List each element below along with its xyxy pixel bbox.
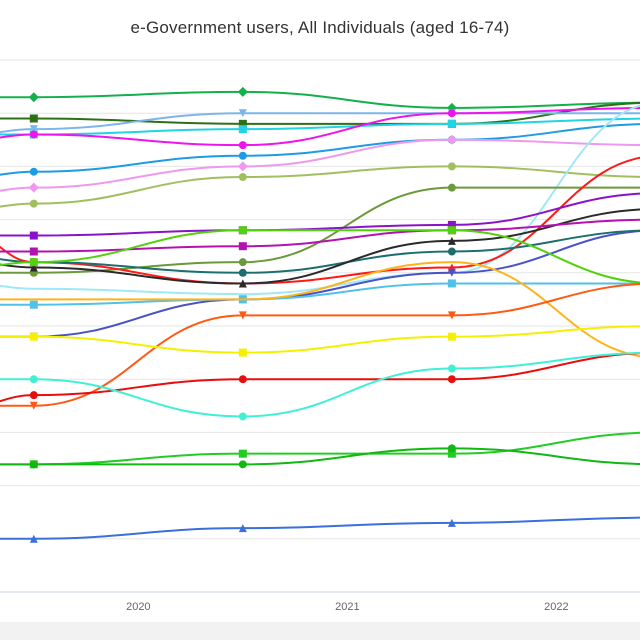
data-point[interactable]: [447, 364, 456, 373]
data-point[interactable]: [238, 412, 247, 421]
data-point[interactable]: [238, 460, 247, 469]
data-point[interactable]: [447, 220, 456, 229]
series-group: [0, 86, 640, 543]
data-point[interactable]: [29, 231, 38, 240]
data-point[interactable]: [29, 460, 38, 469]
data-point[interactable]: [447, 268, 456, 277]
data-point[interactable]: [446, 134, 457, 145]
x-axis: 2020 2021 2022: [0, 591, 640, 640]
data-point[interactable]: [447, 226, 456, 235]
series-5: [0, 106, 640, 150]
series-line[interactable]: [0, 103, 640, 296]
data-point[interactable]: [447, 332, 456, 341]
chart-title: e-Government users, All Individuals (age…: [130, 18, 510, 37]
data-point[interactable]: [238, 119, 247, 128]
series-line[interactable]: [0, 90, 640, 109]
series-15: [0, 208, 640, 288]
data-point[interactable]: [29, 167, 38, 176]
navigator-strip: [0, 622, 640, 640]
data-point[interactable]: [29, 332, 38, 341]
series-24: [0, 431, 640, 469]
data-point[interactable]: [238, 348, 247, 357]
data-point[interactable]: [29, 258, 38, 267]
grid-lines: [0, 59, 640, 593]
data-point[interactable]: [447, 449, 456, 458]
data-point[interactable]: [447, 444, 456, 453]
data-point[interactable]: [238, 524, 247, 533]
data-point[interactable]: [238, 279, 247, 288]
series-16: [0, 218, 640, 256]
series-19: [0, 261, 640, 358]
series-line[interactable]: [0, 261, 640, 358]
data-point[interactable]: [29, 401, 38, 410]
series-23: [0, 351, 640, 421]
series-13: [0, 230, 640, 341]
data-point[interactable]: [29, 300, 38, 309]
data-point[interactable]: [29, 125, 38, 134]
series-7: [0, 134, 640, 193]
data-point[interactable]: [237, 161, 248, 172]
data-point[interactable]: [238, 449, 247, 458]
data-point[interactable]: [447, 183, 456, 192]
data-point[interactable]: [447, 279, 456, 288]
series-6: [0, 123, 640, 177]
data-point[interactable]: [29, 263, 38, 272]
data-point[interactable]: [237, 86, 248, 97]
series-22: [0, 352, 640, 403]
series-1: [0, 86, 640, 113]
x-tick-label: 2021: [335, 601, 359, 613]
data-point[interactable]: [238, 268, 247, 277]
data-point[interactable]: [447, 119, 456, 128]
data-point[interactable]: [29, 247, 38, 256]
series-line[interactable]: [0, 208, 640, 285]
data-point[interactable]: [29, 375, 38, 384]
data-point[interactable]: [447, 375, 456, 384]
series-26: [0, 516, 640, 543]
data-point[interactable]: [447, 109, 456, 118]
data-point[interactable]: [238, 173, 247, 182]
series-17: [0, 279, 640, 309]
series-line[interactable]: [0, 351, 640, 418]
data-point[interactable]: [29, 391, 38, 400]
data-point[interactable]: [447, 311, 456, 320]
data-point[interactable]: [29, 130, 38, 139]
data-point[interactable]: [29, 199, 38, 208]
series-line[interactable]: [0, 282, 640, 306]
data-point[interactable]: [447, 247, 456, 256]
series-line[interactable]: [0, 516, 640, 540]
data-point[interactable]: [29, 534, 38, 543]
series-line[interactable]: [0, 283, 640, 407]
data-point[interactable]: [447, 162, 456, 171]
data-point[interactable]: [238, 109, 247, 118]
x-tick-label: 2022: [544, 601, 568, 613]
data-point[interactable]: [447, 236, 456, 245]
data-point[interactable]: [238, 141, 247, 150]
series-20: [0, 283, 640, 410]
data-point[interactable]: [238, 311, 247, 320]
series-9: [0, 103, 640, 296]
data-point[interactable]: [447, 518, 456, 527]
x-tick-label: 2020: [126, 601, 150, 613]
data-point[interactable]: [28, 182, 39, 193]
data-point[interactable]: [238, 125, 247, 134]
data-point[interactable]: [238, 226, 247, 235]
series-25: [0, 444, 640, 469]
series-21: [0, 325, 640, 357]
data-point[interactable]: [238, 375, 247, 384]
series-18: [0, 226, 640, 284]
data-point[interactable]: [238, 258, 247, 267]
data-point[interactable]: [28, 92, 39, 103]
series-8: [0, 162, 640, 208]
series-line[interactable]: [0, 123, 640, 177]
data-point[interactable]: [238, 151, 247, 160]
data-point[interactable]: [238, 242, 247, 251]
data-point[interactable]: [29, 114, 38, 123]
